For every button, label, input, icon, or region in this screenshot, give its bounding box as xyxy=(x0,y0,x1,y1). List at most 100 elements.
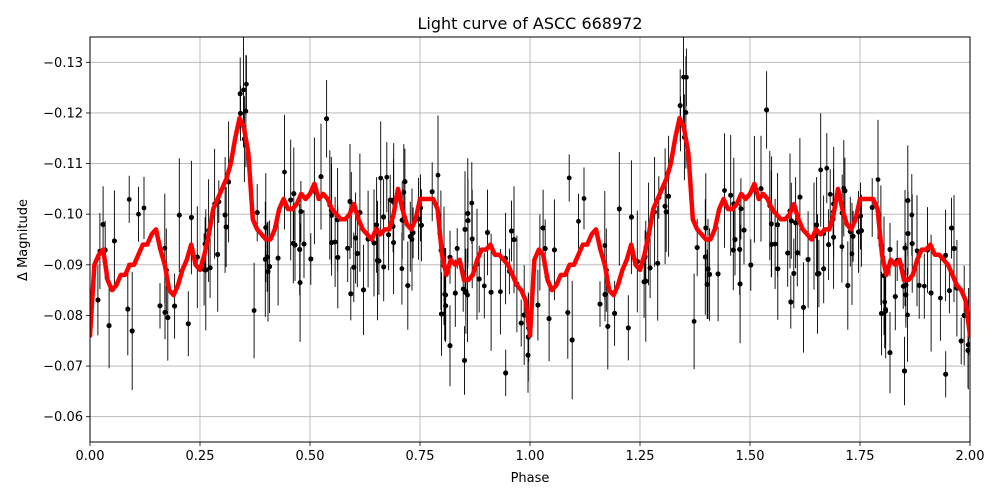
data-point xyxy=(875,177,881,183)
data-point xyxy=(949,225,954,231)
data-point xyxy=(351,264,357,270)
data-point xyxy=(371,240,377,246)
data-point xyxy=(785,250,791,256)
data-point xyxy=(207,265,213,271)
data-point xyxy=(465,218,471,224)
x-tick-label: 1.50 xyxy=(736,449,765,464)
data-point xyxy=(858,213,863,219)
y-tick-label: −0.08 xyxy=(43,309,83,324)
x-tick-label: 0.50 xyxy=(296,449,325,464)
data-point xyxy=(569,337,575,343)
data-point xyxy=(297,247,303,252)
y-axis-ticks: −0.06 −0.07 −0.08 −0.09 −0.10 −0.11 −0.12 −0.13 xyxy=(43,56,90,425)
data-point xyxy=(308,256,314,262)
data-point xyxy=(859,228,864,234)
data-point xyxy=(481,283,487,289)
x-tick-label: 0.25 xyxy=(186,449,215,464)
data-point xyxy=(958,338,964,344)
data-point xyxy=(485,230,490,235)
data-point xyxy=(845,283,851,288)
data-point xyxy=(707,272,712,277)
data-point xyxy=(666,193,671,199)
data-point xyxy=(794,250,800,256)
data-point xyxy=(879,311,884,316)
data-point xyxy=(849,251,855,257)
y-tick-label: −0.06 xyxy=(43,410,83,425)
data-point xyxy=(921,283,927,289)
data-point xyxy=(827,191,833,197)
data-point xyxy=(361,287,366,293)
y-tick-label: −0.09 xyxy=(43,258,83,273)
data-point xyxy=(262,256,268,262)
data-point xyxy=(348,291,354,297)
data-point xyxy=(715,271,721,277)
data-point xyxy=(581,196,587,201)
data-point xyxy=(165,315,171,321)
data-point xyxy=(463,290,469,295)
data-point xyxy=(540,225,546,231)
data-point xyxy=(814,222,819,228)
y-tick-label: −0.11 xyxy=(43,157,83,172)
data-point xyxy=(797,194,803,200)
data-point xyxy=(335,255,341,260)
data-point xyxy=(476,276,482,282)
y-axis-label: Δ Magnitude xyxy=(16,199,31,281)
data-point xyxy=(887,247,893,252)
data-point xyxy=(764,107,769,113)
data-point xyxy=(691,319,697,324)
data-point xyxy=(243,108,249,114)
data-point xyxy=(909,241,915,247)
data-point xyxy=(887,350,893,356)
data-point xyxy=(419,222,424,228)
data-point xyxy=(244,81,249,87)
data-point xyxy=(381,264,387,270)
data-point xyxy=(905,312,910,318)
data-point xyxy=(788,299,794,305)
data-point xyxy=(965,348,970,353)
data-point xyxy=(462,358,467,363)
data-point xyxy=(681,74,686,80)
data-point xyxy=(275,255,281,261)
data-point xyxy=(815,271,820,277)
data-point xyxy=(801,305,806,310)
data-point xyxy=(824,165,830,171)
data-point xyxy=(399,266,405,272)
data-point xyxy=(737,247,743,252)
data-point xyxy=(943,371,949,377)
data-point xyxy=(943,253,948,258)
data-point xyxy=(883,307,888,312)
data-point xyxy=(176,212,182,218)
data-point xyxy=(223,224,229,230)
data-point xyxy=(263,225,269,231)
data-point xyxy=(965,342,970,348)
plot-data-area xyxy=(90,37,970,406)
y-tick-label: −0.13 xyxy=(43,56,83,71)
data-point xyxy=(535,302,541,308)
data-point xyxy=(185,321,191,327)
data-point xyxy=(112,238,117,244)
data-point xyxy=(694,245,700,251)
data-point xyxy=(375,258,380,263)
x-axis-ticks: 0.00 0.25 0.50 0.75 1.00 1.25 1.50 1.75 2.00 xyxy=(76,442,984,464)
data-point xyxy=(542,246,548,252)
data-point xyxy=(625,325,631,331)
data-point xyxy=(498,289,503,295)
data-point xyxy=(702,254,708,260)
data-point xyxy=(597,301,603,307)
data-point xyxy=(791,271,797,276)
data-point xyxy=(203,267,209,273)
data-point xyxy=(410,230,416,236)
data-point xyxy=(677,103,683,108)
x-axis-label: Phase xyxy=(511,471,550,486)
data-point xyxy=(647,265,653,271)
data-point xyxy=(126,197,132,202)
data-point xyxy=(297,280,303,285)
data-point xyxy=(329,213,334,218)
data-point xyxy=(850,233,856,239)
data-point xyxy=(267,264,272,270)
data-point xyxy=(775,266,781,272)
data-point xyxy=(435,172,441,178)
y-tick-label: −0.10 xyxy=(43,208,83,223)
data-point xyxy=(903,292,909,298)
data-point xyxy=(938,295,943,301)
